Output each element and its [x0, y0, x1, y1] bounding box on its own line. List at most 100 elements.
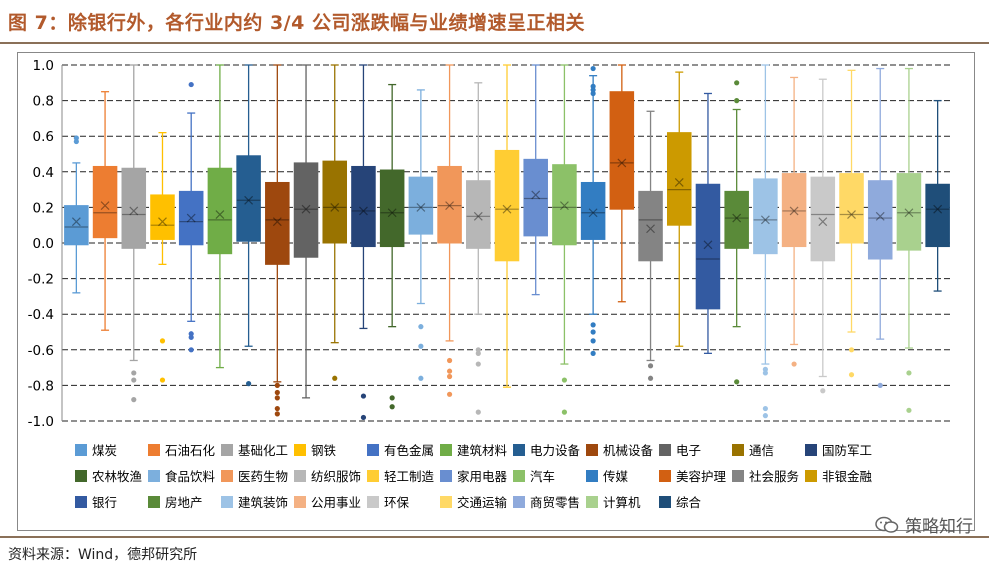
legend-label: 基础化工: [238, 443, 288, 458]
box-iqr: [666, 132, 692, 226]
box-7: [236, 64, 261, 387]
legend: 煤炭 石油石化 基础化工 钢铁 有色金属 建筑材料 电力设备 机械设备 电子 通信 国防军工农林牧渔…: [75, 443, 873, 510]
outlier-point: [820, 388, 826, 394]
legend-label: 传媒: [603, 469, 629, 484]
legend-item: 纺织服饰: [294, 469, 361, 484]
source-note: 资料来源：Wind，德邦研究所: [8, 547, 198, 563]
outlier-point: [332, 375, 338, 381]
outlier-point: [590, 83, 596, 89]
legend-item: 商贸零售: [513, 495, 580, 510]
legend-item: 石油石化: [148, 443, 216, 458]
mean-marker: [272, 217, 282, 227]
legend-swatch: [659, 470, 671, 482]
box-30: [896, 67, 922, 413]
outlier-point: [590, 65, 596, 72]
outlier-point: [246, 381, 252, 387]
outlier-point: [274, 382, 280, 388]
legend-label: 家用电器: [457, 469, 508, 484]
legend-swatch: [805, 470, 817, 482]
outlier-point: [159, 338, 166, 344]
legend-swatch: [659, 444, 671, 456]
mean-marker: [301, 204, 311, 214]
legend-swatch: [294, 496, 306, 508]
legend-item: 国防军工: [805, 443, 872, 458]
outlier-point: [131, 377, 137, 383]
outlier-point: [762, 405, 768, 412]
y-tick-label: -0.2: [28, 272, 54, 288]
legend-item: 社会服务: [732, 469, 799, 484]
mean-marker: [904, 208, 914, 218]
legend-item: 有色金属: [367, 443, 434, 458]
legend-label: 美容护理: [676, 469, 727, 484]
legend-swatch: [221, 444, 233, 456]
box-iqr: [178, 190, 204, 246]
box-18: [552, 64, 577, 415]
box-iqr: [265, 181, 290, 265]
outlier-point: [389, 404, 395, 410]
box-19: [580, 65, 606, 356]
box-26: [781, 76, 807, 367]
legend-swatch: [440, 470, 452, 482]
legend-label: 社会服务: [749, 469, 799, 484]
legend-swatch: [367, 496, 379, 508]
box-iqr: [523, 158, 548, 237]
box-29: [867, 67, 893, 388]
mean-marker: [71, 217, 81, 227]
legend-label: 公用事业: [311, 495, 361, 510]
box-iqr: [322, 160, 348, 244]
outlier-point: [274, 395, 280, 401]
legend-swatch: [440, 496, 452, 508]
box-plot-chart: -1.0 -0.8 -0.6 -0.4 -0.2 0.0 0.2 0.4 0.6 0.8 1.0 煤…: [28, 58, 952, 510]
mean-marker: [445, 201, 455, 211]
outlier-point: [590, 338, 596, 344]
outlier-point: [446, 373, 453, 380]
legend-item: 公用事业: [294, 495, 361, 510]
box-iqr: [609, 91, 635, 210]
outlier-point: [475, 347, 481, 353]
box-6: [207, 64, 233, 369]
y-axis: -1.0 -0.8 -0.6 -0.4 -0.2 0.0 0.2 0.4 0.6 0.8 1.0: [28, 58, 63, 430]
box-iqr: [437, 165, 462, 244]
outlier-point: [131, 370, 137, 376]
legend-label: 电力设备: [530, 443, 581, 458]
legend-item: 食品饮料: [148, 469, 216, 484]
legend-swatch: [148, 496, 160, 508]
legend-swatch: [440, 444, 452, 456]
legend-swatch: [294, 470, 306, 482]
box-iqr: [781, 173, 807, 248]
wechat-icon: [875, 516, 899, 533]
mean-marker: [531, 190, 541, 200]
legend-item: 基础化工: [221, 443, 288, 458]
mean-marker: [732, 213, 742, 223]
y-tick-label: 0.2: [33, 200, 54, 216]
legend-swatch: [75, 470, 87, 482]
legend-label: 有色金属: [384, 443, 434, 458]
legend-swatch: [586, 496, 598, 508]
mean-marker: [559, 201, 569, 211]
outlier-point: [877, 382, 883, 388]
box-3: [121, 64, 147, 403]
box-5: [178, 81, 204, 353]
y-tick-label: 0.4: [33, 165, 54, 181]
legend-swatch: [586, 470, 598, 482]
legend-swatch: [75, 444, 87, 456]
box-2: [92, 91, 118, 331]
y-tick-label: -0.4: [28, 307, 54, 323]
box-iqr: [351, 165, 376, 248]
mean-marker: [359, 206, 368, 216]
legend-label: 建筑装饰: [238, 495, 288, 510]
legend-item: 非银金融: [805, 469, 873, 484]
legend-label: 食品饮料: [165, 469, 216, 484]
box-20: [609, 64, 635, 303]
legend-swatch: [367, 444, 379, 456]
box-iqr: [92, 165, 118, 239]
mean-marker: [617, 158, 627, 168]
outlier-point: [590, 329, 596, 335]
box-iqr: [466, 180, 491, 249]
legend-label: 通信: [749, 443, 774, 458]
outlier-point: [418, 343, 424, 349]
legend-label: 石油石化: [165, 443, 216, 458]
outlier-point: [159, 377, 166, 383]
legend-item: 综合: [659, 495, 702, 510]
legend-label: 房地产: [165, 495, 203, 510]
